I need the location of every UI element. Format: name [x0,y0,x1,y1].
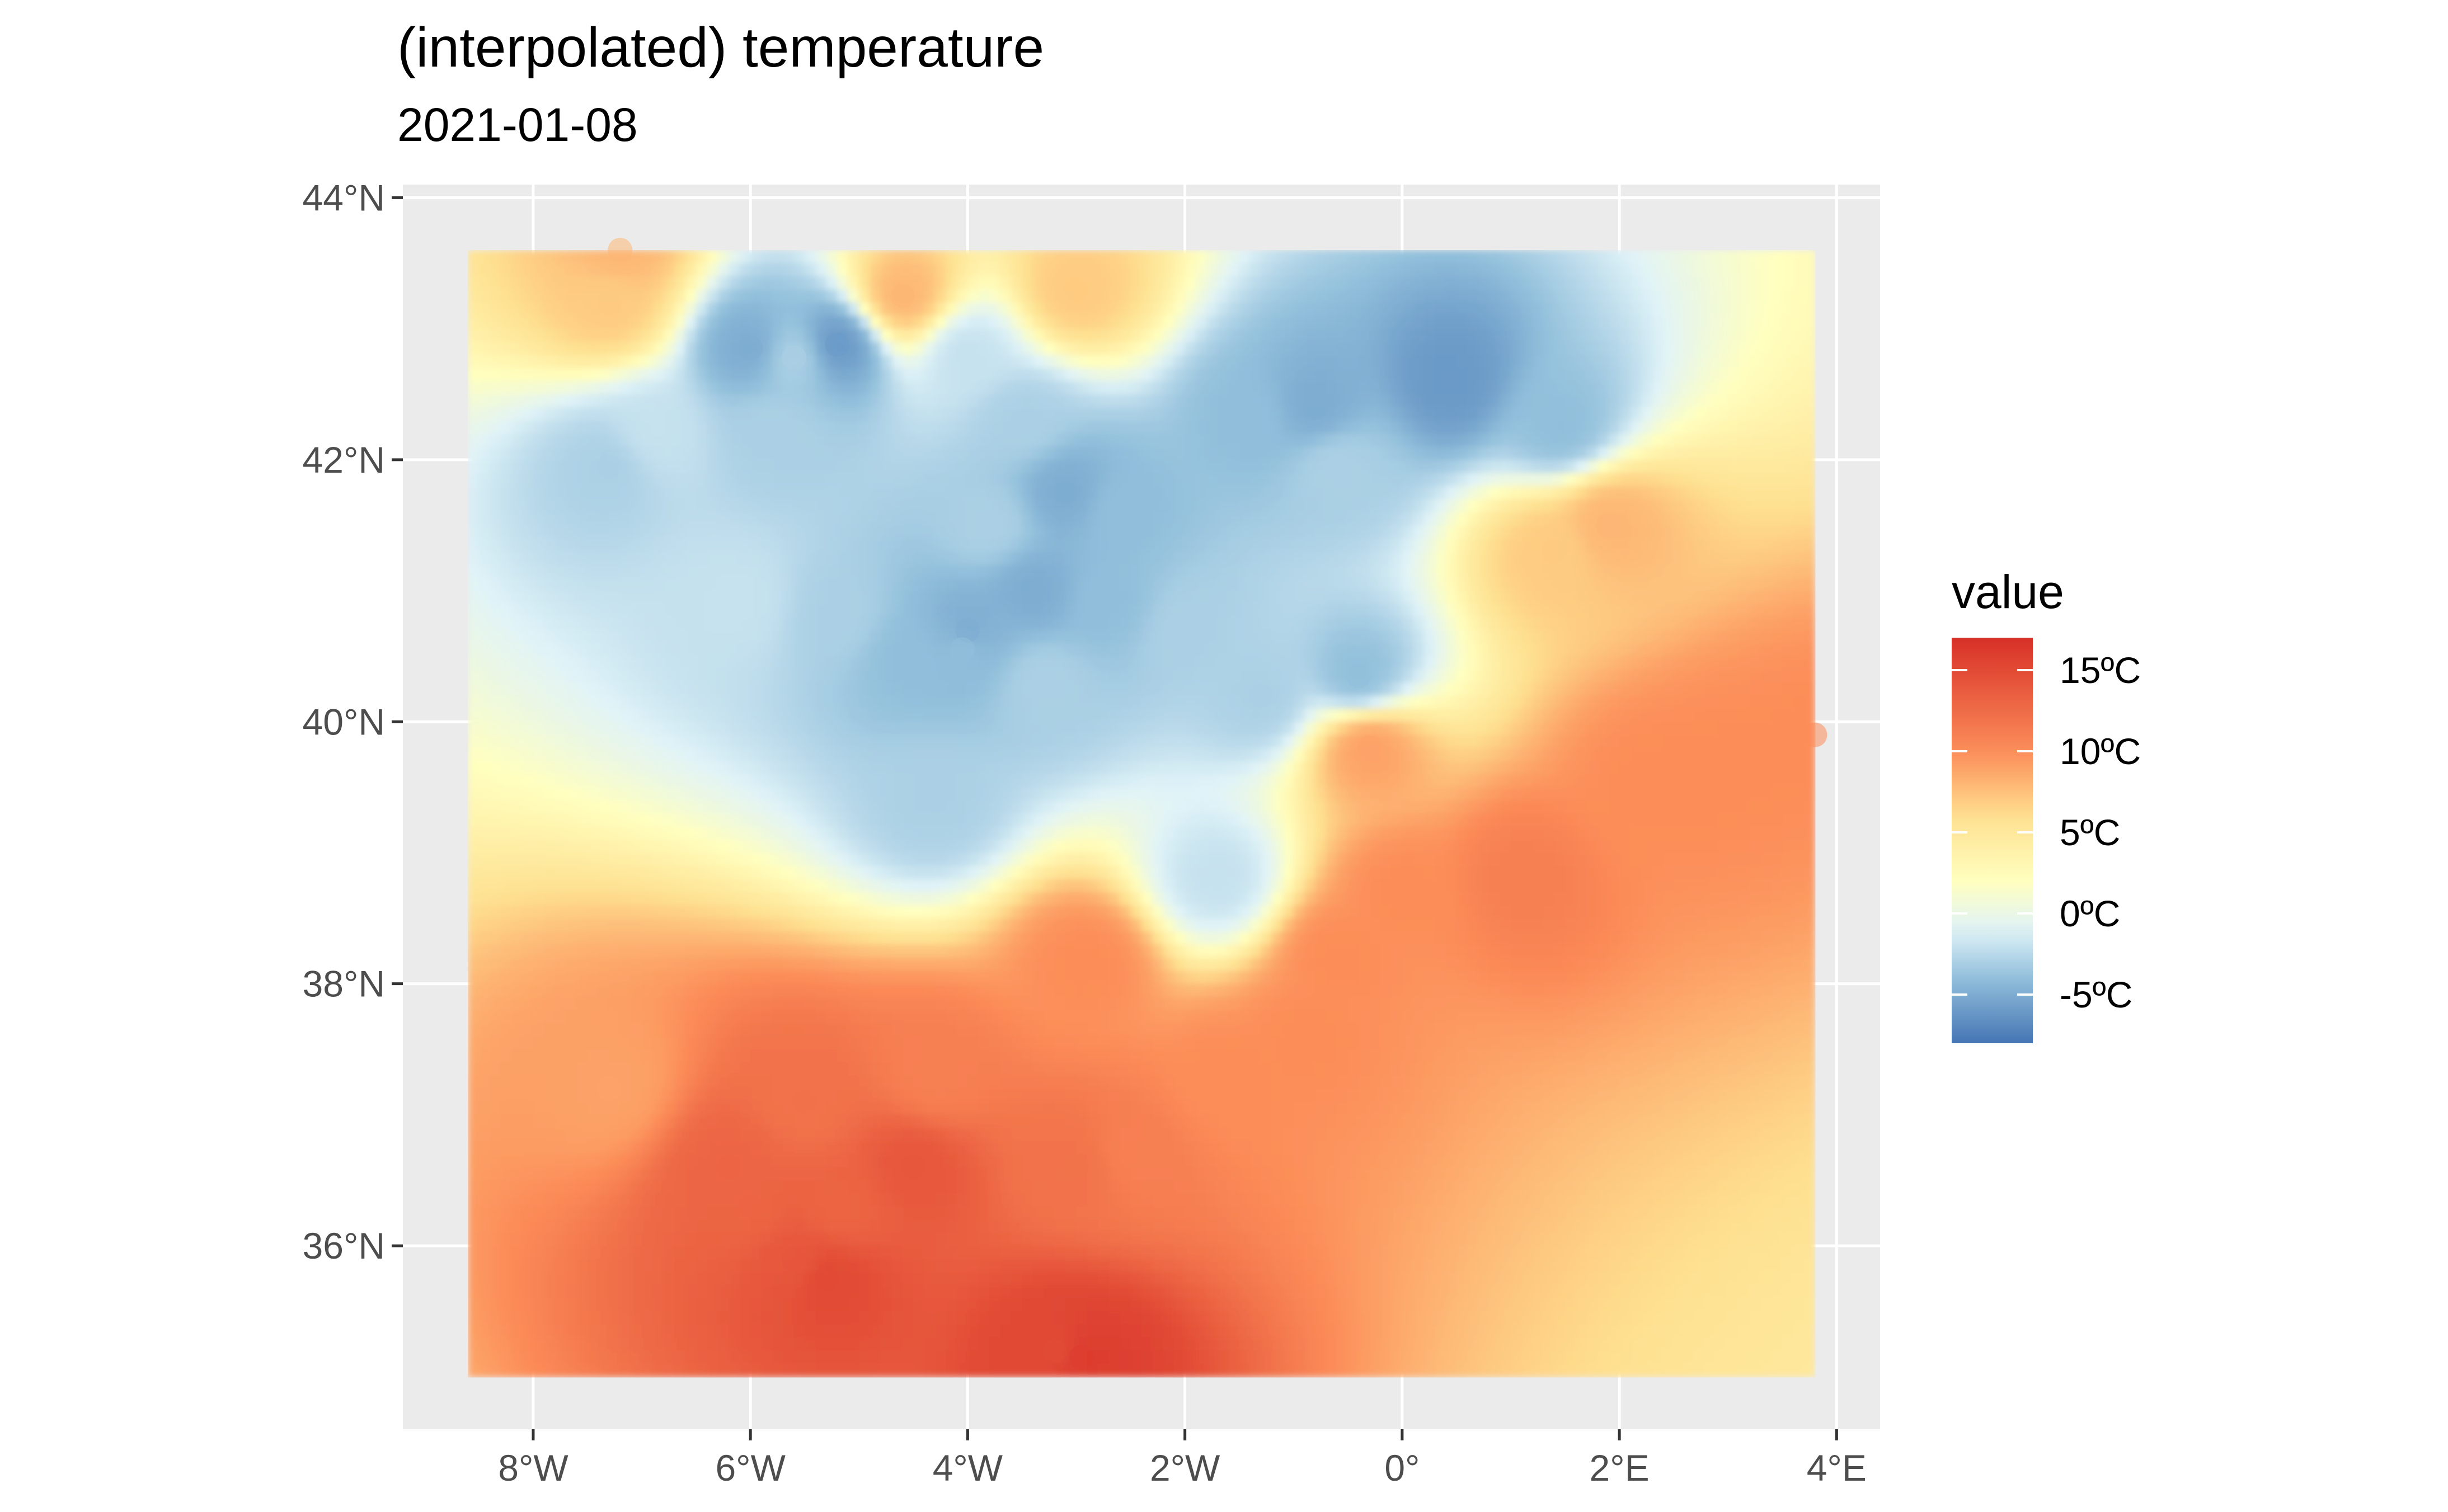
legend-gradient-bar [1952,638,2033,1043]
station-point-11 [1096,591,1121,616]
x-tick-label-0: 8°W [498,1447,568,1489]
station-point-20 [1346,663,1371,689]
raster-cells [468,250,1816,1378]
station-point-38 [1726,748,1751,774]
station-point-6 [596,454,622,479]
station-point-46 [792,1089,817,1114]
station-point-39 [1802,722,1827,747]
legend-label-4: -5ºC [2060,974,2132,1015]
y-tick-label-0: 44°N [303,177,385,218]
station-point-14 [895,644,920,669]
legend-label-3: 0ºC [2060,893,2120,934]
x-tick-label-1: 6°W [715,1447,786,1489]
station-point-41 [1389,879,1415,905]
station-point-1 [825,332,850,357]
station-point-54 [1118,1142,1143,1167]
station-point-36 [1639,768,1665,793]
x-tick-label-3: 2°W [1150,1447,1220,1489]
station-point-53 [1064,1155,1089,1180]
station-point-24 [1547,414,1572,440]
station-point-15 [825,604,850,629]
station-point-47 [716,1155,741,1180]
y-tick-label-4: 36°N [303,1225,385,1266]
station-point-35 [1357,736,1382,761]
station-point-10 [1020,578,1045,604]
x-tick-label-2: 4°W [933,1447,1003,1489]
station-point-22 [1238,408,1263,433]
station-point-26 [923,788,948,813]
station-point-29 [596,290,622,315]
y-axis: 44°N 42°N 40°N 38°N 36°N [303,177,403,1266]
station-point-56 [1042,1338,1067,1363]
station-point-16 [727,591,752,616]
station-point-8 [1107,500,1133,525]
station-point-2 [781,345,806,370]
station-point-23 [1439,369,1464,394]
station-point-17 [1031,670,1056,695]
station-point-0 [738,336,763,361]
station-point-50 [814,1266,839,1291]
chart-subtitle: 2021-01-08 [397,98,638,151]
station-point-45 [1074,952,1100,977]
station-point-27 [1205,866,1230,892]
station-point-42 [1324,945,1350,970]
station-point-28 [1009,408,1035,433]
station-point-4 [760,421,784,446]
station-point-43 [1292,1024,1317,1049]
station-point-58 [596,1076,622,1101]
station-point-51 [825,1194,850,1219]
legend-colorbar: 15ºC 10ºC 5ºC 0ºC -5ºC [1952,638,2141,1043]
station-point-31 [1064,277,1089,302]
station-point-18 [1172,618,1197,643]
station-point-52 [901,1155,926,1180]
station-point-3 [955,342,980,368]
station-point-48 [738,1194,763,1219]
y-tick-label-1: 42°N [303,439,385,481]
temperature-raster [468,238,1827,1378]
station-point-25 [1324,454,1350,479]
chart-title: (interpolated) temperature [397,16,1045,79]
station-point-34 [1542,539,1567,564]
x-tick-label-5: 2°E [1590,1447,1650,1489]
station-point-57 [1069,1345,1094,1370]
x-axis: 8°W 6°W 4°W 2°W 0° 2°E 4°E [498,1429,1867,1489]
station-point-55 [923,1063,948,1088]
legend-label-0: 15ºC [2060,649,2141,691]
y-tick-label-2: 40°N [303,701,385,742]
legend-title: value [1952,566,2064,618]
x-tick-label-6: 4°E [1807,1447,1867,1489]
station-point-12 [955,618,980,643]
station-point-32 [608,238,633,263]
station-point-37 [1678,768,1703,793]
station-point-19 [1248,683,1274,708]
y-tick-label-3: 38°N [303,963,385,1005]
station-point-30 [890,284,915,309]
station-point-40 [1509,866,1534,892]
station-point-9 [977,512,1002,538]
station-point-33 [1596,512,1621,538]
station-point-21 [1303,395,1328,420]
legend-label-1: 10ºC [2060,731,2141,772]
station-point-13 [950,637,975,662]
station-point-49 [781,1246,806,1271]
station-point-5 [640,421,665,446]
station-point-44 [1216,1063,1241,1088]
x-tick-label-4: 0° [1384,1447,1420,1489]
station-point-7 [1053,480,1078,505]
legend-label-2: 5ºC [2060,812,2120,853]
